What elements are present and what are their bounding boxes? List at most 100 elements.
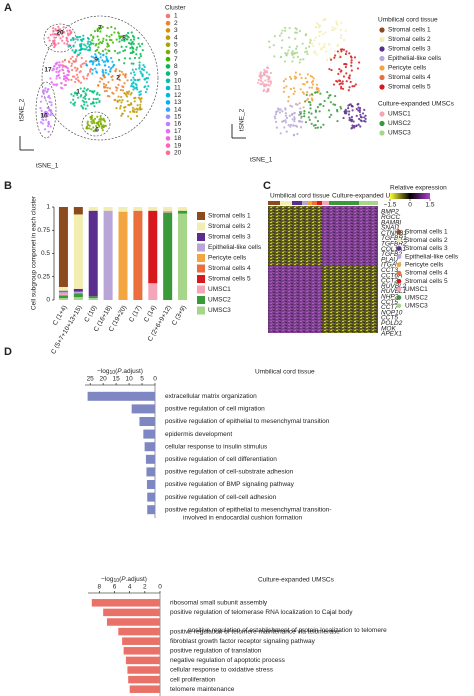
tsne-point <box>64 79 68 83</box>
bar-segment <box>88 296 98 299</box>
heatmap-block <box>268 266 322 333</box>
tsne-point <box>96 48 99 51</box>
axis-title: −log10(P.adjust) <box>97 368 143 377</box>
column-annotation <box>280 201 292 205</box>
tsne-point <box>287 124 290 127</box>
tsne-point <box>136 104 139 107</box>
tsne-point <box>65 66 68 69</box>
tsne-point <box>132 76 135 79</box>
tsne-point <box>355 107 358 111</box>
legend-group-title: Culture-expanded UMSCs <box>378 101 455 108</box>
tsne-point <box>143 78 146 81</box>
gene-label: CCT7 <box>381 304 398 311</box>
tsne-point <box>88 48 92 51</box>
legend-swatch <box>396 278 402 284</box>
tsne-point <box>68 61 71 64</box>
tsne-point <box>125 45 128 48</box>
tsne-point <box>337 72 340 75</box>
tsne-point <box>84 60 88 63</box>
tsne-point <box>307 100 311 104</box>
tsne-point <box>312 77 315 80</box>
tsne-point <box>105 52 108 55</box>
legend-swatch <box>165 49 171 55</box>
tsne-point <box>340 21 343 24</box>
tsne-point <box>94 67 97 70</box>
legend-label: 13 <box>174 99 182 106</box>
legend-swatch <box>165 85 171 91</box>
cluster-annotation: 7 <box>98 25 102 32</box>
tsne-point <box>97 26 101 29</box>
tsne-point <box>309 103 312 107</box>
legend-label: Stromal cells 5 <box>405 278 448 285</box>
legend-swatch <box>197 212 205 220</box>
legend-label: Stromal cells 2 <box>388 36 431 43</box>
tsne-point <box>97 120 100 123</box>
tsne-point <box>88 89 92 92</box>
tsne-point <box>117 31 120 34</box>
legend-swatch <box>396 246 402 251</box>
tsne-point <box>140 108 143 111</box>
tsne-point <box>322 45 325 48</box>
tsne-point <box>336 110 339 113</box>
tsne-point <box>69 101 72 104</box>
legend-label: UMSC2 <box>405 294 428 301</box>
tsne-point <box>82 37 85 40</box>
tsne-point <box>314 91 317 94</box>
tsne-point <box>302 58 305 61</box>
legend-label: 20 <box>174 150 182 157</box>
legend-swatch <box>165 92 171 98</box>
tsne-point <box>131 106 135 110</box>
tsne-point <box>92 56 95 59</box>
tsne-point <box>121 112 124 115</box>
tsne-point <box>85 46 89 49</box>
gene-label: CCT3 <box>381 267 398 274</box>
bar-segment <box>88 298 98 300</box>
tsne-point <box>93 121 96 125</box>
tsne-point <box>142 64 145 67</box>
tsne-point <box>76 38 79 41</box>
legend-label: 7 <box>174 56 178 63</box>
tsne-point <box>333 56 336 59</box>
tsne-point <box>317 23 320 26</box>
bar-segment <box>178 207 188 211</box>
tsne-point <box>90 55 93 58</box>
legend-label: UMSC2 <box>208 297 231 304</box>
tsne-point <box>263 85 266 88</box>
tsne-point <box>50 81 53 84</box>
tsne-point <box>105 34 108 37</box>
tsne-point <box>329 101 332 104</box>
legend-label: 16 <box>174 121 182 128</box>
gene-label: RUVBL2 <box>381 283 407 290</box>
tsne-point <box>88 70 92 73</box>
legend-label: Epithelial-like cells <box>405 253 459 260</box>
tsne-point <box>106 26 109 30</box>
axis-title-part: 10 <box>110 370 116 376</box>
tsne-point <box>307 116 310 119</box>
tsne-point <box>124 93 128 96</box>
tsne-point <box>338 79 342 82</box>
legend-label: 12 <box>174 92 182 99</box>
tsne-point <box>131 34 135 37</box>
legend-swatch <box>165 71 171 76</box>
legend-label: 3 <box>174 27 178 34</box>
bar <box>127 666 160 674</box>
tsne-point <box>110 66 113 70</box>
tsne-point <box>105 38 108 42</box>
tsne-point <box>351 109 354 112</box>
column-annotation <box>308 201 312 205</box>
legend-swatch <box>379 55 385 62</box>
tsne-point <box>298 61 301 64</box>
tsne-point <box>123 57 127 60</box>
tsne-point <box>314 36 317 39</box>
column-group-label: Umbilical cord tissue <box>270 193 330 200</box>
tsne-point <box>144 85 147 88</box>
tsne-point <box>135 107 138 110</box>
tsne-point <box>101 78 104 81</box>
tsne-point <box>49 125 52 128</box>
tsne-point <box>49 77 52 80</box>
tsne-point <box>70 62 74 65</box>
tsne-point <box>118 73 122 77</box>
tsne-point <box>89 102 93 105</box>
legend-swatch <box>197 296 205 304</box>
tsne-point <box>93 105 96 108</box>
